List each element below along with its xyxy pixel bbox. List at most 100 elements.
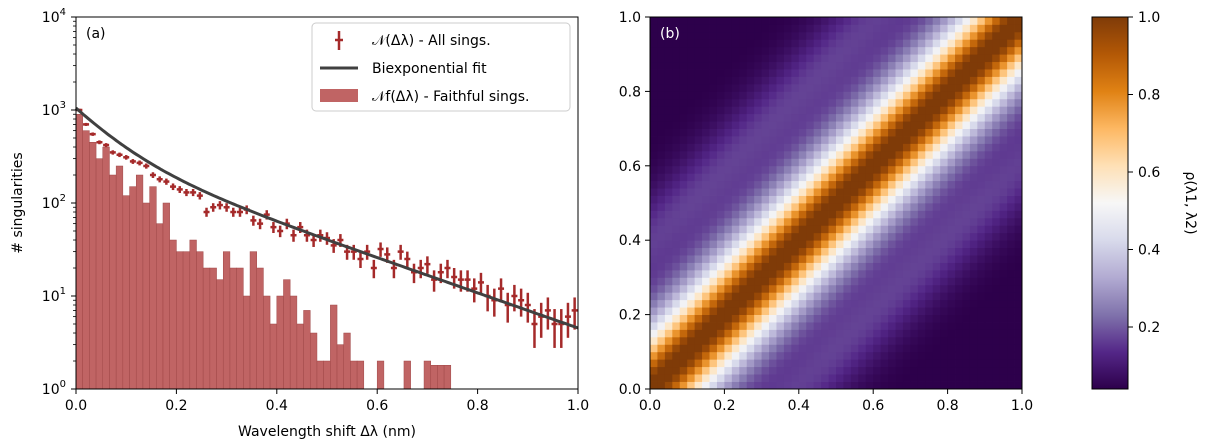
heatmap-cell [754,336,762,345]
heatmap-cell [969,329,978,338]
heatmap-cell [679,98,688,107]
heatmap-cell [806,113,815,122]
heatmap-cell [709,91,718,100]
heatmap-cell [731,46,740,55]
heatmap-cell [679,54,688,63]
heatmap-cell [858,69,867,77]
heatmap-cell [947,24,956,33]
heatmap-cell [776,351,785,360]
heatmap-cell [940,322,948,330]
heatmap-cell [664,307,673,315]
heatmap-cell [806,173,815,182]
heatmap-cell [902,158,911,167]
heatmap-cell [821,24,829,33]
heatmap-cell [858,121,867,129]
heatmap-cell [902,307,911,315]
heatmap-cell [679,106,688,115]
heatmap-cell [992,359,1001,368]
heatmap-cell [917,307,926,315]
heatmap-cell [865,121,874,129]
heatmap-cell [746,225,755,234]
histogram-bar [283,279,291,390]
heatmap-cell [761,359,770,368]
heatmap-cell [783,106,792,115]
heatmap-cell [984,329,993,338]
heatmap-cell [716,329,725,338]
heatmap-cell [910,292,919,301]
histogram-bar [209,267,217,390]
heatmap-cell [828,24,837,33]
heatmap-cell [947,46,956,55]
heatmap-cell [947,69,956,77]
heatmap-cell [709,173,718,182]
heatmap-cell [850,359,859,368]
heatmap-cell [672,344,681,353]
heatmap-cell [672,113,681,122]
heatmap-cell [650,39,658,48]
heatmap-cell [984,217,993,226]
heatmap-cell [828,232,837,241]
heatmap-cell [1007,232,1015,241]
heatmap-cell [865,284,874,293]
heatmap-cell [687,76,696,85]
heatmap-cell [955,374,963,382]
heatmap-cell [724,225,733,234]
biexponential-fit-line [75,106,579,330]
heatmap-cell [947,336,956,345]
heatmap-cell [709,240,718,249]
heatmap-cell [850,292,859,301]
heatmap-cell [947,203,956,211]
heatmap-cell [769,284,777,293]
heatmap-cell [925,128,934,137]
heatmap-cell [984,76,993,85]
heatmap-cell [731,232,740,241]
heatmap-cell [850,374,859,382]
heatmap-cell [1007,195,1015,204]
heatmap-cell [687,269,696,278]
heatmap-cell [679,17,688,25]
heatmap-cell [776,54,785,63]
heatmap-cell [836,195,844,204]
heatmap-cell [769,98,777,107]
heatmap-cell [813,292,822,301]
heatmap-cell [776,203,785,211]
heatmap-cell [955,158,963,167]
heatmap-cell [977,299,986,308]
heatmap-cell [776,255,785,263]
heatmap-cell [947,136,956,144]
heatmap-cell [969,17,978,25]
heatmap-cell [984,83,993,92]
heatmap-cell [873,381,882,390]
heatmap-cell [984,180,993,189]
heatmap-cell [910,158,919,167]
heatmap-cell [821,128,829,137]
heatmap-cell [895,39,904,48]
heatmap-cell [761,240,770,249]
heatmap-cell [754,292,762,301]
heatmap-cell [865,344,874,353]
heatmap-cell [947,143,956,152]
heatmap-cell [925,61,934,70]
heatmap-cell [1007,336,1015,345]
heatmap-cell [702,113,710,122]
heatmap-cell [679,277,688,286]
heatmap-cell [880,322,889,330]
histogram-bar [350,360,358,390]
heatmap-cell [888,269,896,278]
heatmap-cell [880,180,889,189]
heatmap-cell [902,329,911,338]
heatmap-cell [917,165,926,174]
histogram-bar [376,360,385,390]
heatmap-cell [910,322,919,330]
heatmap-cell [776,210,785,219]
heatmap-cell [992,240,1001,249]
heatmap-cell [821,359,829,368]
heatmap-cell [1014,225,1023,234]
heatmap-cell [895,203,904,211]
heatmap-cell [969,128,978,137]
heatmap-cell [836,336,844,345]
heatmap-cell [694,262,703,271]
heatmap-cell [895,210,904,219]
histogram-bar [263,295,271,390]
heatmap-cell [828,269,837,278]
